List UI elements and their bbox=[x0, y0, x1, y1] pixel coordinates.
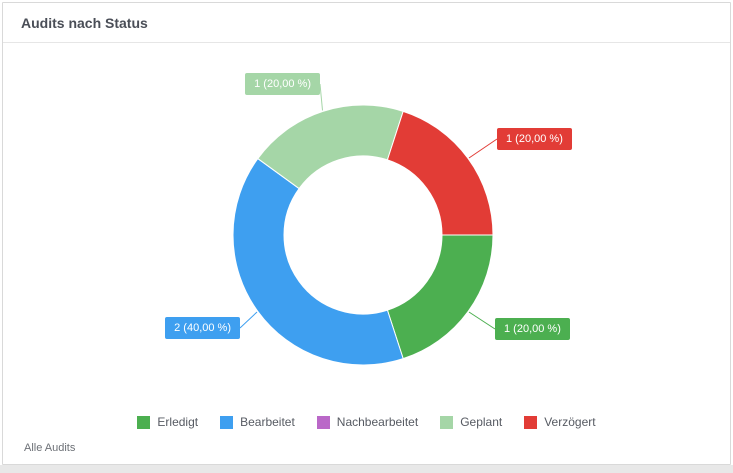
legend-item-bearbeitet[interactable]: Bearbeitet bbox=[220, 415, 295, 429]
donut-chart bbox=[232, 83, 498, 366]
chart-area: 1 (20,00 %) 2 (40,00 %) 1 (20,00 %) 1 (2… bbox=[3, 44, 730, 464]
callout-label-geplant: 1 (20,00 %) bbox=[245, 73, 320, 95]
callout-connector-bearbeitet bbox=[239, 311, 258, 329]
legend-item-nachbearbeitet[interactable]: Nachbearbeitet bbox=[316, 415, 419, 429]
page-bottom-strip bbox=[0, 465, 733, 473]
legend-swatch-nachbearbeitet bbox=[316, 415, 330, 429]
card-title: Audits nach Status bbox=[21, 15, 148, 31]
legend-item-erledigt[interactable]: Erledigt bbox=[137, 415, 198, 429]
card-header: Audits nach Status bbox=[3, 3, 730, 43]
callout-label-bearbeitet: 2 (40,00 %) bbox=[165, 317, 240, 339]
legend-swatch-bearbeitet bbox=[220, 415, 234, 429]
legend-label-geplant: Geplant bbox=[460, 415, 503, 429]
callout-connector-erledigt bbox=[468, 311, 496, 330]
all-audits-link[interactable]: Alle Audits bbox=[24, 442, 76, 454]
legend-label-erledigt: Erledigt bbox=[157, 415, 199, 429]
chart-legend: Erledigt Bearbeitet Nachbearbeitet Gepla… bbox=[3, 415, 730, 429]
callout-label-erledigt: 1 (20,00 %) bbox=[495, 318, 570, 340]
callout-label-verzoegert: 1 (20,00 %) bbox=[497, 128, 572, 150]
audits-status-card: Audits nach Status 1 (20,00 %) 2 (40,00 … bbox=[2, 2, 731, 465]
legend-label-bearbeitet: Bearbeitet bbox=[240, 415, 295, 429]
callout-connector-verzoegert bbox=[468, 138, 498, 159]
callout-connector-geplant bbox=[319, 83, 324, 111]
legend-swatch-erledigt bbox=[137, 415, 151, 429]
legend-item-geplant[interactable]: Geplant bbox=[440, 415, 502, 429]
legend-swatch-verzoegert bbox=[524, 415, 538, 429]
donut-slice-erledigt[interactable] bbox=[386, 234, 494, 360]
legend-item-verzoegert[interactable]: Verzögert bbox=[524, 415, 596, 429]
donut-slice-bearbeitet[interactable] bbox=[232, 157, 404, 366]
legend-label-nachbearbeitet: Nachbearbeitet bbox=[336, 415, 419, 429]
donut-slice-verzoegert[interactable] bbox=[386, 110, 494, 236]
legend-swatch-geplant bbox=[440, 415, 454, 429]
legend-label-verzoegert: Verzögert bbox=[544, 415, 596, 429]
